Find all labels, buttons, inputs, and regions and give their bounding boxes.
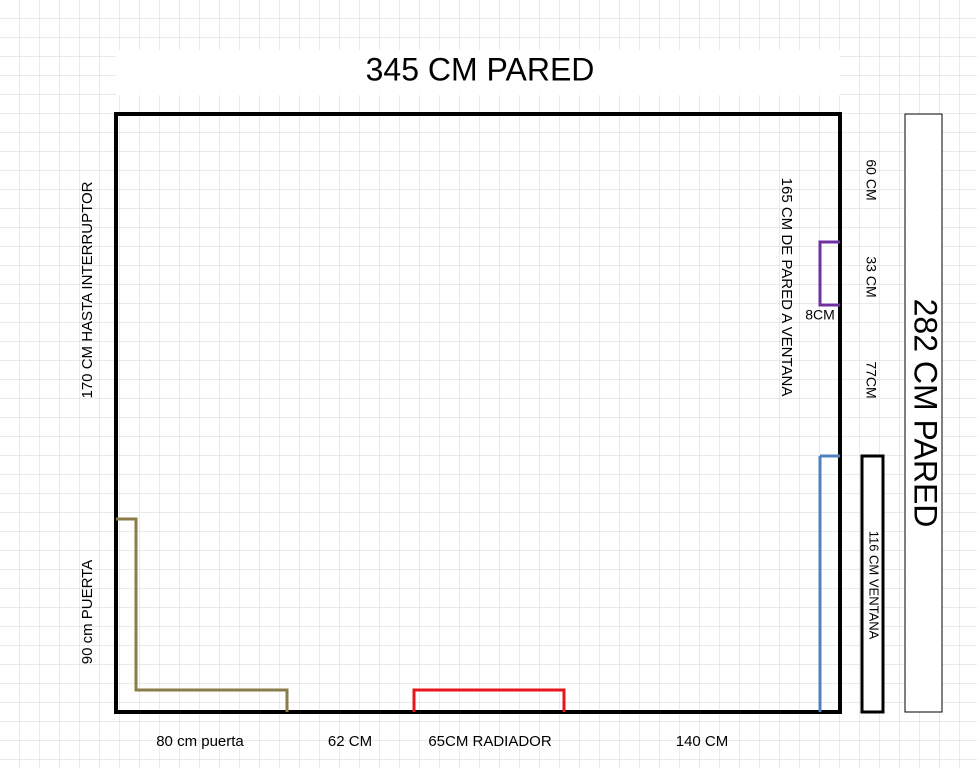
niche	[818, 240, 840, 307]
gap-label: 62 CM	[328, 733, 372, 750]
niche-label: 33 CM	[863, 256, 879, 297]
right-wall-box	[904, 113, 943, 713]
top-segment-label: 60 CM	[863, 159, 879, 200]
switch-label: 170 CM HASTA INTERRUPTOR	[79, 181, 96, 398]
radiator-label: 65CM RADIADOR	[428, 733, 552, 750]
top-wall-label: 345 CM PARED	[366, 51, 595, 87]
rest-label: 140 CM	[676, 733, 729, 750]
title-cell	[116, 50, 840, 95]
door-height-label: 90 cm PUERTA	[79, 560, 96, 664]
to-window-label: 165 CM DE PARED A VENTANA	[778, 178, 795, 397]
window-label: 116 CM VENTANA	[867, 531, 882, 640]
middle-segment-label: 77CM	[863, 361, 879, 398]
door-width-label: 80 cm puerta	[156, 733, 244, 750]
niche-depth-label: 8CM	[805, 307, 835, 323]
room-outline	[114, 112, 842, 714]
right-wall-label: 282 CM PARED	[908, 299, 944, 528]
door	[116, 517, 289, 712]
window-box	[860, 454, 885, 714]
radiator	[412, 688, 566, 712]
